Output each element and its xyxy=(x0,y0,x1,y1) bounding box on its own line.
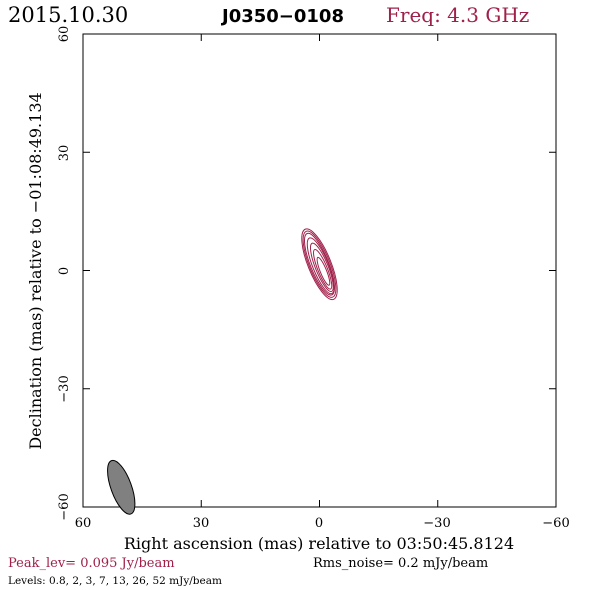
contour-levels: Levels: 0.8, 2, 3, 7, 13, 26, 52 mJy/bea… xyxy=(8,575,222,587)
contour-level-7 xyxy=(306,237,335,295)
source-name: J0350−0108 xyxy=(220,6,344,27)
y-tick-label: −30 xyxy=(57,375,72,402)
y-tick-label: 0 xyxy=(57,267,72,275)
y-tick-label: 30 xyxy=(57,145,72,162)
axis-ticks xyxy=(82,33,557,508)
x-tick-label: 0 xyxy=(315,516,323,531)
frequency-label: Freq: 4.3 GHz xyxy=(386,3,529,27)
contour-level-13 xyxy=(309,242,334,293)
y-tick-label: −60 xyxy=(57,493,72,520)
x-tick-label: 30 xyxy=(193,516,210,531)
rms-noise: Rms_noise= 0.2 mJy/beam xyxy=(313,556,488,571)
x-tick-label: −60 xyxy=(542,516,569,531)
contour-level-2 xyxy=(302,230,337,298)
contour-level-52 xyxy=(316,256,331,286)
observation-date: 2015.10.30 xyxy=(8,3,128,27)
y-tick-labels: −60 −30 0 30 60 xyxy=(57,26,72,521)
contour-level-26 xyxy=(313,249,333,290)
contour-lines xyxy=(301,228,338,301)
beam-shape xyxy=(107,459,136,515)
x-tick-labels: 60 30 0 −30 −60 xyxy=(75,516,570,531)
contour-level-3 xyxy=(304,232,335,296)
beam-ellipse xyxy=(107,459,136,515)
contour-level-0_8 xyxy=(301,228,338,301)
x-tick-label: 60 xyxy=(75,516,92,531)
y-axis-label: Declination (mas) relative to −01:08:49.… xyxy=(26,92,45,449)
y-tick-label: 60 xyxy=(57,26,72,43)
x-axis-label: Right ascension (mas) relative to 03:50:… xyxy=(124,534,514,553)
x-tick-label: −30 xyxy=(423,516,450,531)
peak-level: Peak_lev= 0.095 Jy/beam xyxy=(8,556,175,571)
